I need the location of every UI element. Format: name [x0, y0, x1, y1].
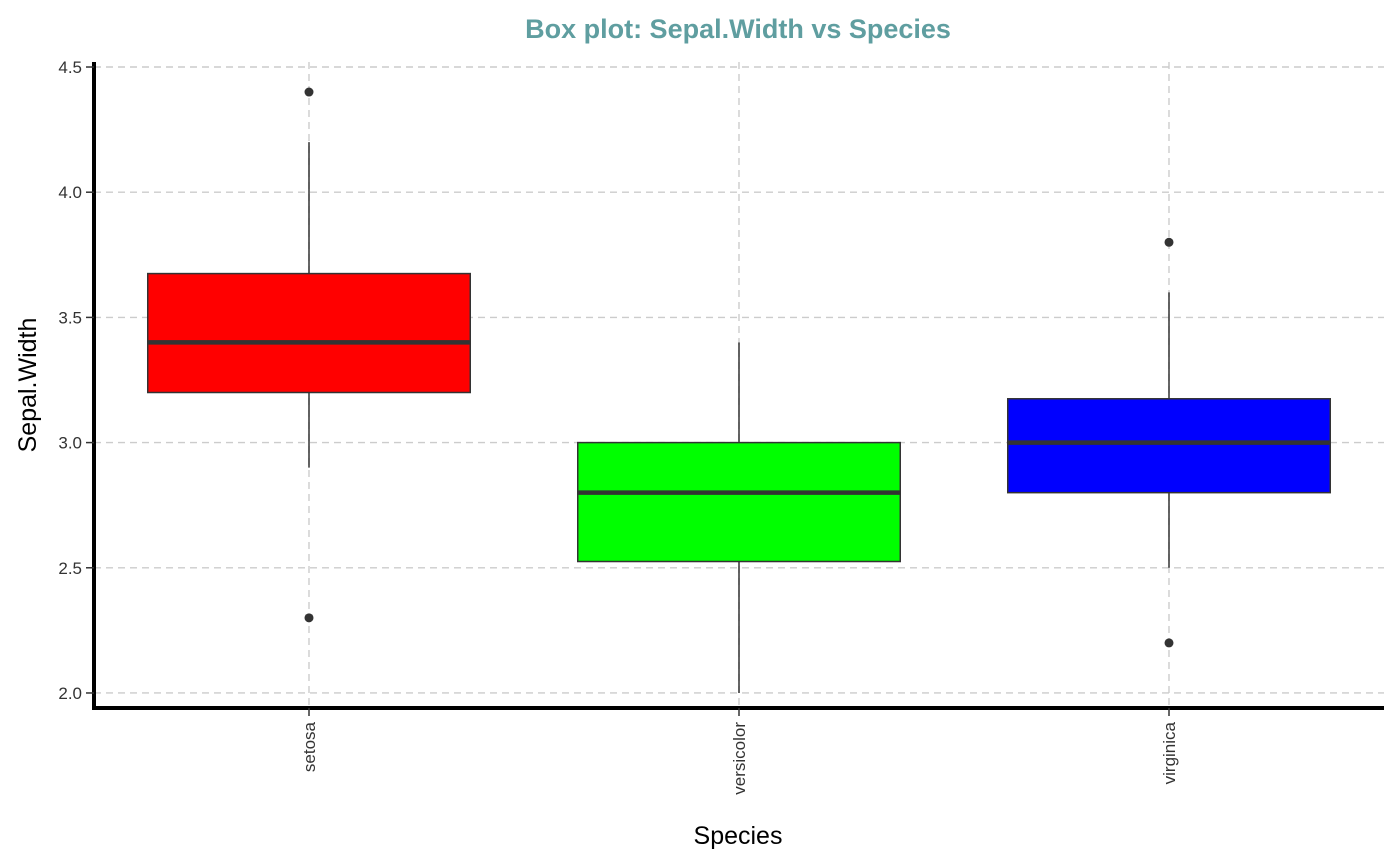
y-axis-title: Sepal.Width — [14, 318, 42, 453]
x-tick-label-setosa: setosa — [300, 721, 319, 772]
box-versicolor — [577, 342, 901, 693]
x-tick-label-virginica: virginica — [1160, 721, 1179, 784]
y-tick-label: 3.0 — [58, 434, 82, 453]
y-tick-label: 2.5 — [58, 559, 82, 578]
y-tick-label: 2.0 — [58, 684, 82, 703]
chart-title: Box plot: Sepal.Width vs Species — [525, 14, 951, 44]
box-body — [577, 441, 901, 563]
box-body — [147, 272, 471, 394]
outlier-point — [304, 613, 314, 623]
x-axis-title: Species — [694, 822, 783, 850]
y-tick-label: 3.5 — [58, 308, 82, 327]
box-virginica — [1007, 237, 1331, 648]
box-setosa — [147, 87, 471, 623]
y-tick-label: 4.0 — [58, 183, 82, 202]
x-axis-ticks: setosa versicolor virginica — [300, 708, 1179, 795]
box-series — [147, 87, 1331, 693]
x-tick-label-versicolor: versicolor — [730, 722, 749, 795]
outlier-point — [304, 87, 314, 97]
y-tick-label: 4.5 — [58, 58, 82, 77]
outlier-point — [1164, 237, 1174, 247]
y-axis-ticks: 2.0 2.5 3.0 3.5 4.0 4.5 — [58, 58, 94, 703]
box-body — [1007, 398, 1331, 494]
outlier-point — [1164, 638, 1174, 648]
